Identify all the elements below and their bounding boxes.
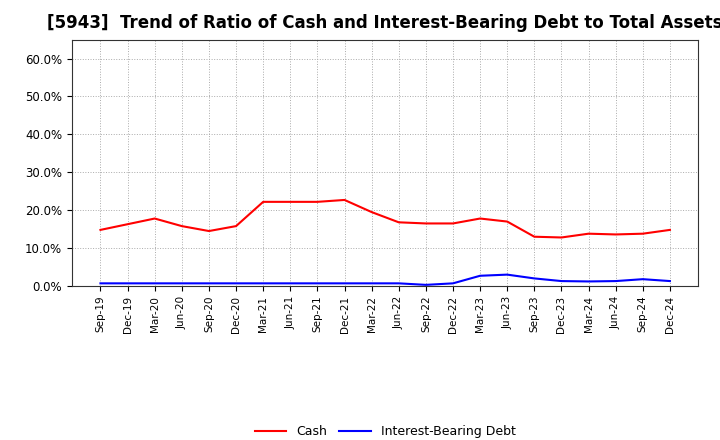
Interest-Bearing Debt: [395, 281, 403, 286]
Cash: [178, 224, 186, 229]
Cash: [557, 235, 566, 240]
Interest-Bearing Debt: [476, 273, 485, 279]
Cash: [286, 199, 294, 205]
Interest-Bearing Debt: [367, 281, 376, 286]
Cash: [476, 216, 485, 221]
Interest-Bearing Debt: [639, 276, 647, 282]
Interest-Bearing Debt: [96, 281, 105, 286]
Interest-Bearing Debt: [313, 281, 322, 286]
Cash: [123, 222, 132, 227]
Interest-Bearing Debt: [530, 276, 539, 281]
Interest-Bearing Debt: [449, 281, 457, 286]
Cash: [259, 199, 268, 205]
Interest-Bearing Debt: [259, 281, 268, 286]
Interest-Bearing Debt: [665, 279, 674, 284]
Interest-Bearing Debt: [584, 279, 593, 284]
Cash: [584, 231, 593, 236]
Interest-Bearing Debt: [286, 281, 294, 286]
Cash: [503, 219, 511, 224]
Cash: [395, 220, 403, 225]
Line: Cash: Cash: [101, 200, 670, 238]
Cash: [421, 221, 430, 226]
Cash: [611, 232, 620, 237]
Interest-Bearing Debt: [557, 279, 566, 284]
Interest-Bearing Debt: [178, 281, 186, 286]
Interest-Bearing Debt: [421, 282, 430, 287]
Interest-Bearing Debt: [341, 281, 349, 286]
Interest-Bearing Debt: [123, 281, 132, 286]
Title: [5943]  Trend of Ratio of Cash and Interest-Bearing Debt to Total Assets: [5943] Trend of Ratio of Cash and Intere…: [48, 15, 720, 33]
Cash: [665, 227, 674, 232]
Legend: Cash, Interest-Bearing Debt: Cash, Interest-Bearing Debt: [250, 420, 521, 440]
Cash: [204, 228, 213, 234]
Interest-Bearing Debt: [611, 279, 620, 284]
Cash: [313, 199, 322, 205]
Cash: [150, 216, 159, 221]
Interest-Bearing Debt: [150, 281, 159, 286]
Cash: [232, 224, 240, 229]
Cash: [96, 227, 105, 232]
Cash: [341, 197, 349, 202]
Cash: [639, 231, 647, 236]
Cash: [449, 221, 457, 226]
Cash: [367, 209, 376, 215]
Cash: [530, 234, 539, 239]
Line: Interest-Bearing Debt: Interest-Bearing Debt: [101, 275, 670, 285]
Interest-Bearing Debt: [232, 281, 240, 286]
Interest-Bearing Debt: [503, 272, 511, 277]
Interest-Bearing Debt: [204, 281, 213, 286]
